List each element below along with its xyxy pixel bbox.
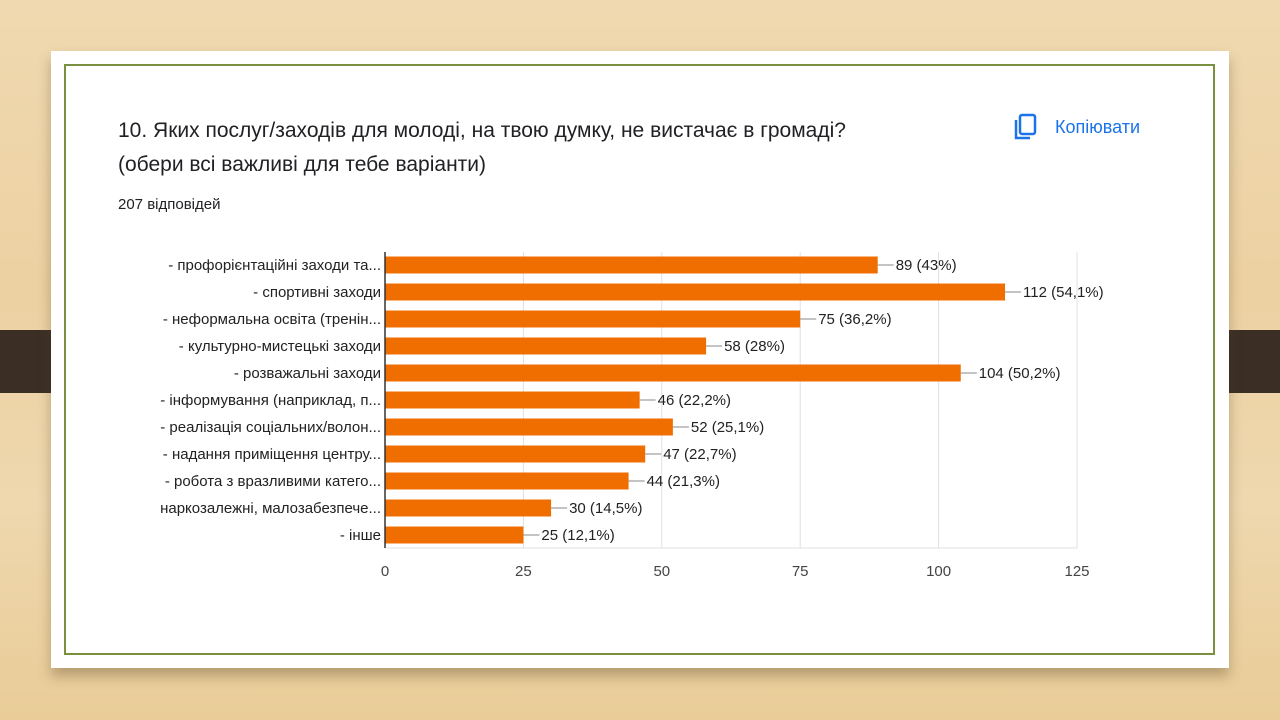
response-count: 207 відповідей <box>118 196 221 213</box>
bar <box>385 526 524 544</box>
category-label: - спортивні заходи <box>253 284 381 301</box>
category-label: - робота з вразливими катего... <box>165 473 381 490</box>
category-label: - інформування (наприклад, п... <box>160 392 381 409</box>
category-label: - профорієнтаційні заходи та... <box>168 257 381 274</box>
category-label: - надання приміщення центру... <box>163 446 381 463</box>
bar <box>385 364 961 382</box>
bar <box>385 472 629 490</box>
x-tick-label: 100 <box>926 563 951 580</box>
category-label: - розважальні заходи <box>234 365 381 382</box>
slide-frame <box>64 64 1215 655</box>
x-tick-label: 125 <box>1064 563 1089 580</box>
copy-button[interactable]: Копіювати <box>1013 113 1140 141</box>
title-line-2: (обери всі важливі для тебе варіанти) <box>118 153 487 176</box>
bar <box>385 283 1006 301</box>
category-label: - реалізація соціальних/волон... <box>160 419 381 436</box>
category-label: - інше <box>340 527 381 544</box>
bar <box>385 499 552 517</box>
bar <box>385 310 801 328</box>
bar <box>385 256 878 274</box>
x-tick-label: 50 <box>653 563 670 580</box>
data-label: 47 (22,7%) <box>663 446 736 463</box>
data-label: 44 (21,3%) <box>647 473 720 490</box>
data-label: 104 (50,2%) <box>979 365 1061 382</box>
title-line-1: 10. Яких послуг/заходів для молоді, на т… <box>118 119 846 142</box>
question-title: 10. Яких послуг/заходів для молоді, на т… <box>118 114 846 182</box>
x-tick-label: 75 <box>792 563 809 580</box>
data-label: 58 (28%) <box>724 338 785 355</box>
bar <box>385 391 640 409</box>
bar <box>385 418 673 436</box>
bar <box>385 445 646 463</box>
data-label: 52 (25,1%) <box>691 419 764 436</box>
data-label: 46 (22,2%) <box>658 392 731 409</box>
copy-icon <box>1014 113 1037 140</box>
category-label: - неформальна освіта (тренін... <box>163 311 381 328</box>
category-label: - культурно-мистецькі заходи <box>179 338 381 355</box>
x-tick-label: 0 <box>381 563 389 580</box>
form-summary-panel <box>90 110 1175 615</box>
data-label: 30 (14,5%) <box>569 500 642 517</box>
data-label: 89 (43%) <box>896 257 957 274</box>
data-label: 75 (36,2%) <box>818 311 891 328</box>
category-label: наркозалежні, малозабезпече... <box>160 500 381 517</box>
data-label: 25 (12,1%) <box>541 527 614 544</box>
x-tick-label: 25 <box>515 563 532 580</box>
data-label: 112 (54,1%) <box>1023 284 1104 301</box>
bar <box>385 337 707 355</box>
copy-label: Копіювати <box>1055 116 1141 137</box>
